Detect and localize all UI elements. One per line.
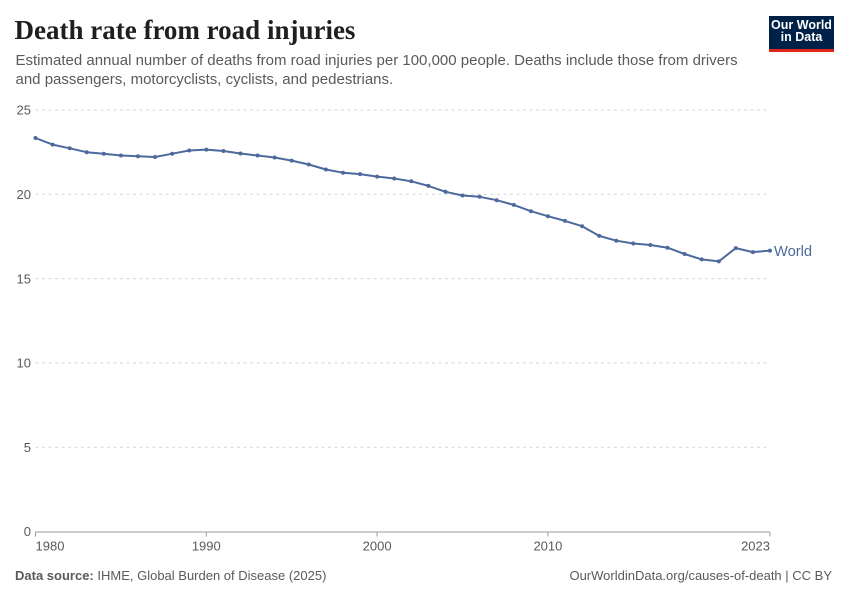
svg-text:2010: 2010 (533, 539, 562, 554)
svg-text:2000: 2000 (363, 539, 392, 554)
svg-text:5: 5 (24, 440, 31, 455)
svg-text:1980: 1980 (36, 539, 65, 554)
svg-text:2023: 2023 (741, 539, 770, 554)
svg-text:1990: 1990 (192, 539, 221, 554)
svg-text:20: 20 (17, 187, 31, 202)
svg-text:10: 10 (17, 356, 31, 371)
svg-text:15: 15 (17, 271, 31, 286)
svg-text:0: 0 (24, 524, 31, 539)
svg-text:25: 25 (17, 103, 31, 118)
